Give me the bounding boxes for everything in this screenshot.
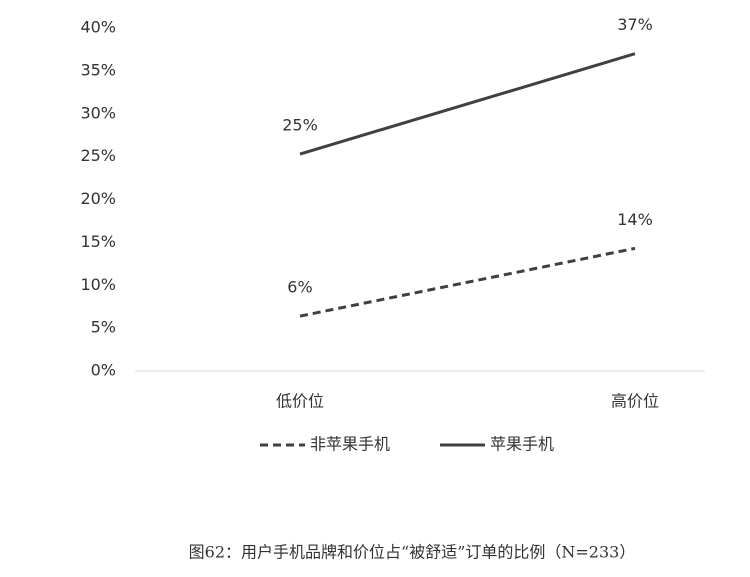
legend-label: 非苹果手机 <box>310 435 390 454</box>
x-tick-label: 低价位 <box>276 392 324 411</box>
y-tick-label: 40% <box>80 18 116 37</box>
y-tick-label: 5% <box>91 318 116 337</box>
y-tick-label: 15% <box>80 232 116 251</box>
data-label: 6% <box>287 278 312 297</box>
data-label: 37% <box>617 15 653 34</box>
data-label: 25% <box>282 116 318 135</box>
y-tick-label: 25% <box>80 146 116 165</box>
y-tick-label: 10% <box>80 275 116 294</box>
caption: 图62：用户手机品牌和价位占“被舒适”订单的比例（N=233） <box>189 543 636 562</box>
y-tick-label: 30% <box>80 103 116 122</box>
data-label: 14% <box>617 210 653 229</box>
series-line <box>299 246 636 318</box>
y-tick-label: 20% <box>80 189 116 208</box>
x-tick-label: 高价位 <box>611 392 659 411</box>
y-tick-label: 35% <box>80 60 116 79</box>
legend-label: 苹果手机 <box>490 435 554 454</box>
y-tick-label: 0% <box>91 361 116 380</box>
series-line <box>299 52 636 156</box>
